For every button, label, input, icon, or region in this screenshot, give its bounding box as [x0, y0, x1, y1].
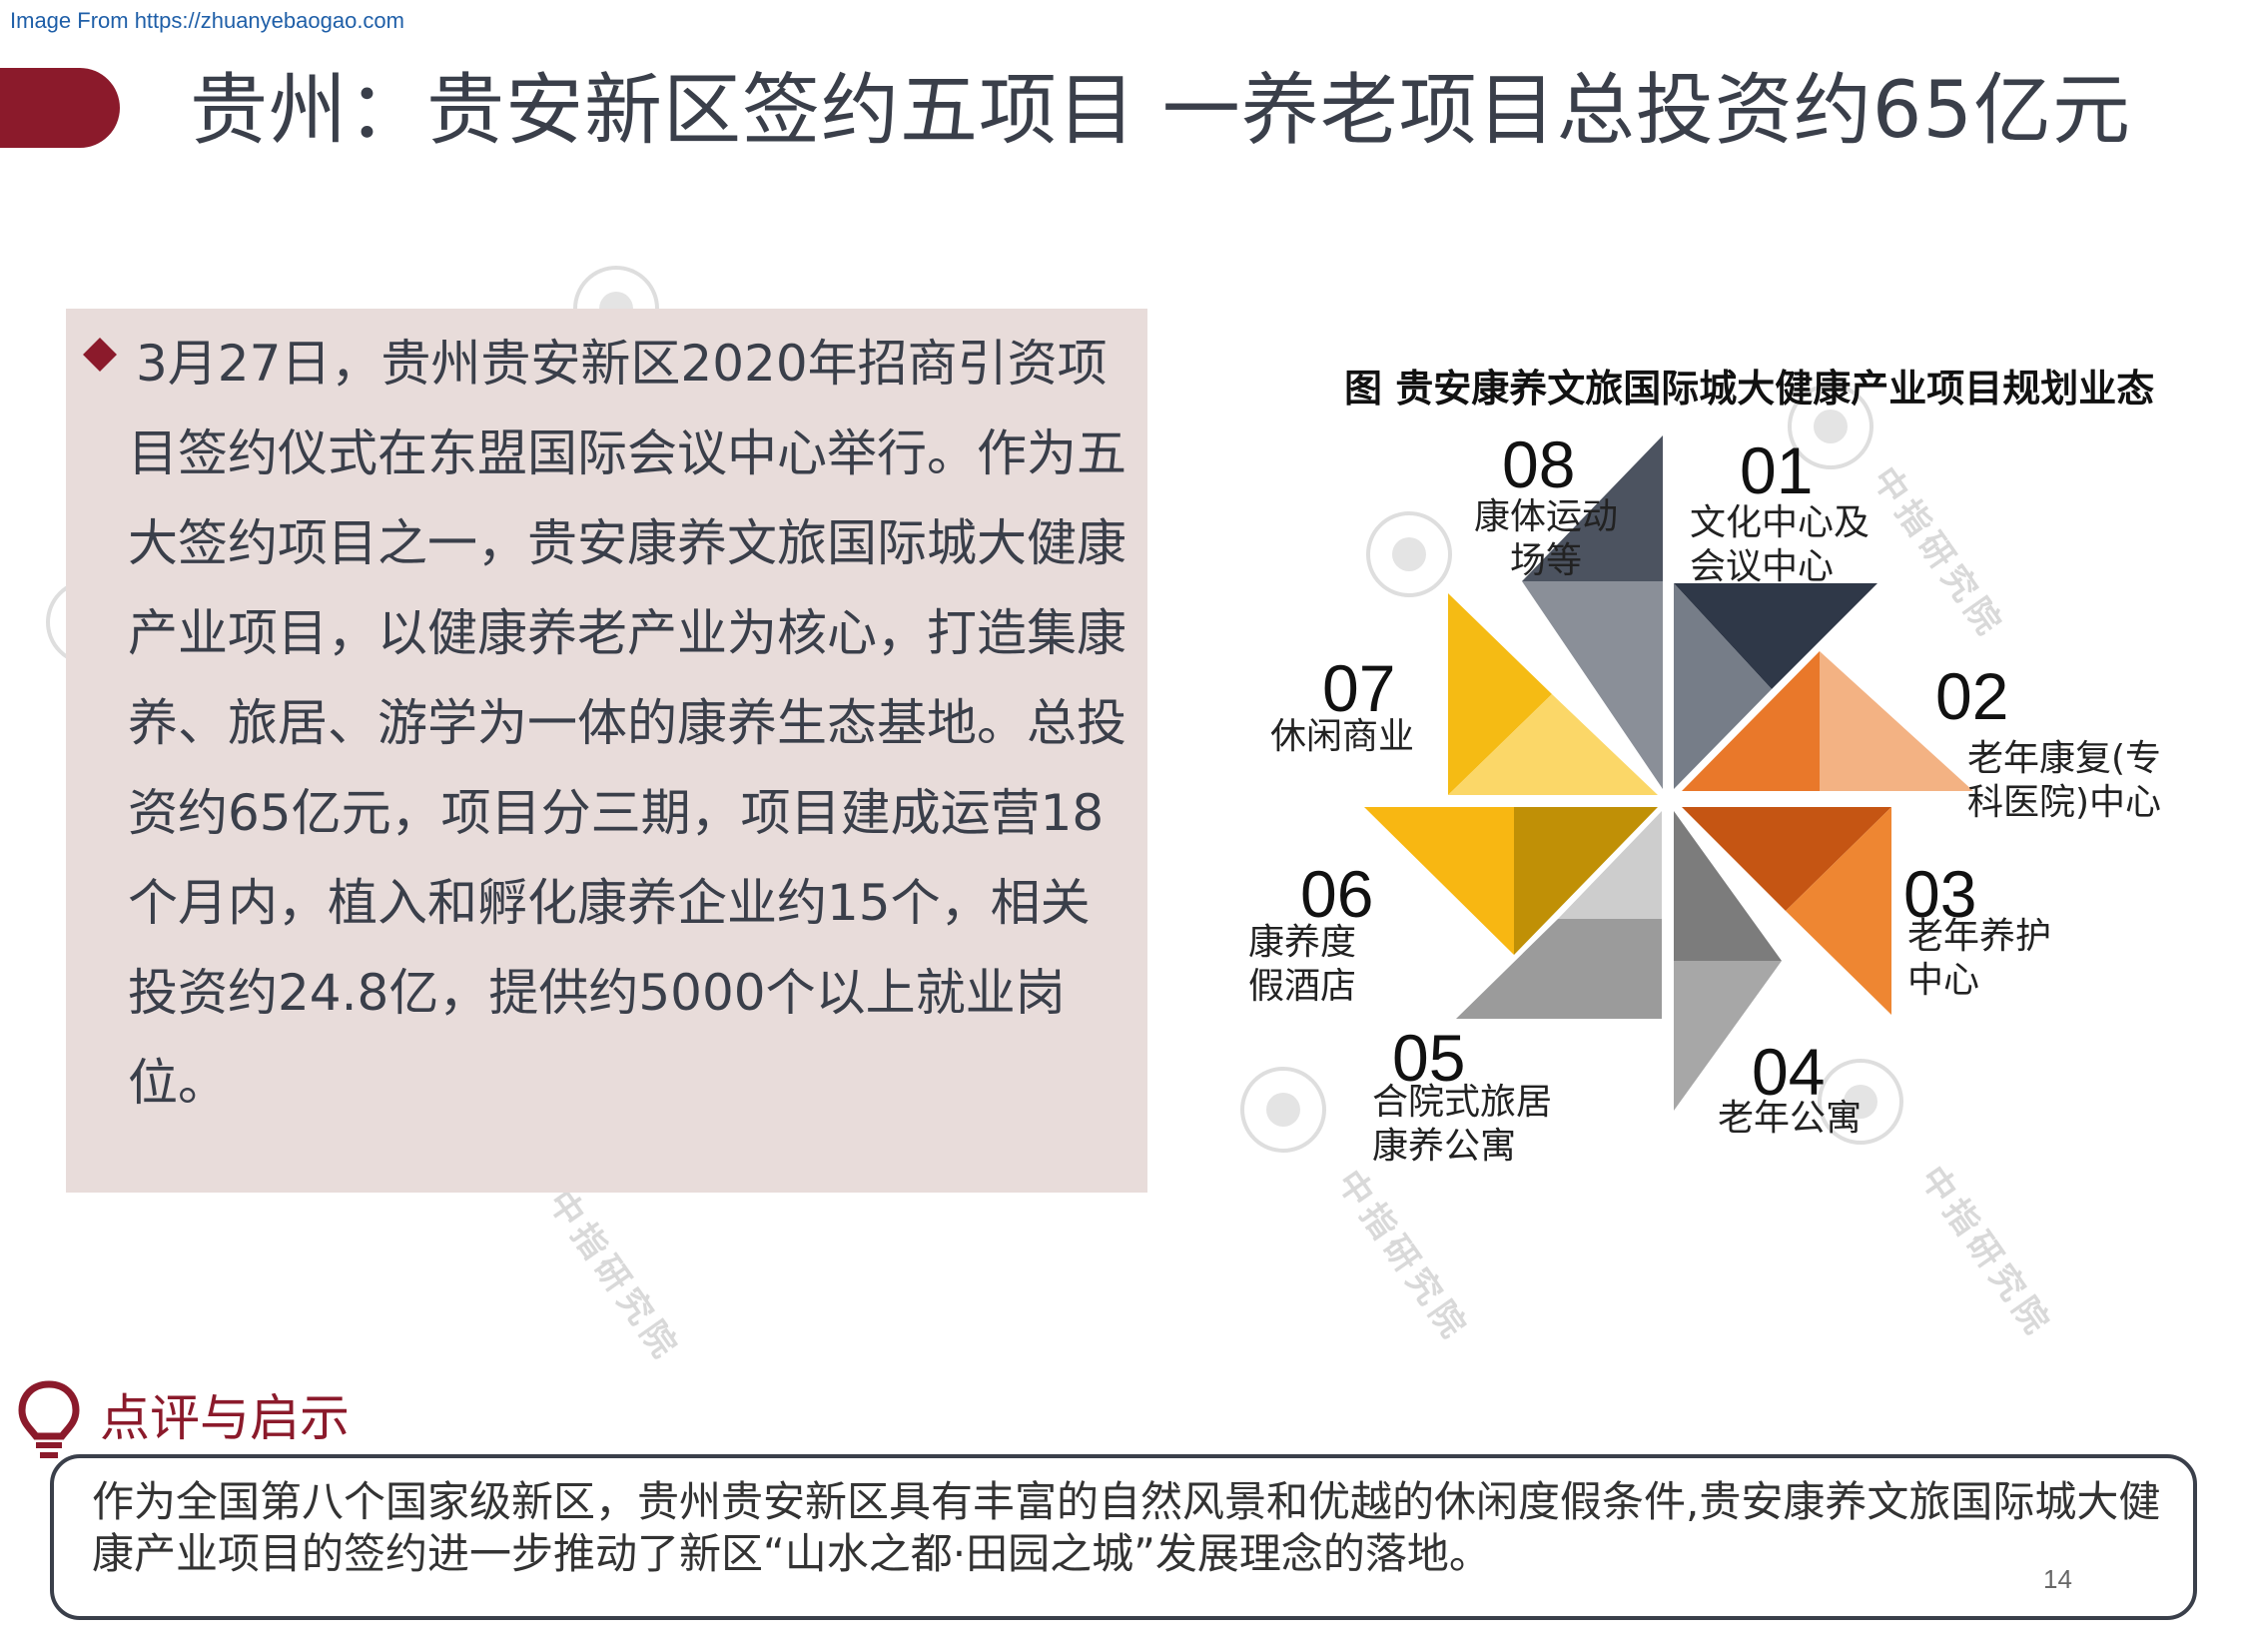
petal-01-label: 文化中心及会议中心	[1690, 502, 1870, 587]
petal-04-shape	[1674, 961, 1782, 1111]
petal-02-shape	[1682, 651, 1820, 791]
petal-03-label: 老年养护中心	[1907, 916, 2052, 1001]
main-text-box: 3月27日，贵州贵安新区2020年招商引资项目签约仪式在东盟国际会议中心举行。作…	[66, 309, 1147, 1193]
watermark-seal	[1788, 384, 1873, 469]
petal-01-shape	[1674, 583, 1772, 789]
petal-06-shape	[1364, 807, 1514, 955]
petal-08-number: 08	[1502, 427, 1576, 501]
petal-05-label: 合院式旅居康养公寓	[1372, 1082, 1553, 1167]
comment-heading: 点评与启示	[100, 1389, 350, 1447]
petal-03-number: 03	[1903, 857, 1977, 931]
petal-08-label: 康体运动场等	[1473, 496, 1618, 581]
petal-01-shape	[1674, 583, 1877, 689]
comment-text: 作为全国第八个国家级新区，贵州贵安新区具有丰富的自然风景和优越的休闲度假条件,贵…	[92, 1477, 2161, 1578]
petal-05-shape	[1558, 811, 1662, 919]
watermark-seal	[1366, 511, 1452, 597]
petal-04-shape	[1674, 811, 1782, 961]
diagram-title: 图 贵安康养文旅国际城大健康产业项目规划业态	[1344, 367, 2155, 411]
watermark-text: 中指研究院	[539, 1183, 688, 1370]
title-accent-tab	[0, 68, 120, 148]
petal-02-shape	[1820, 651, 1973, 791]
pinwheel-diagram	[1364, 435, 1973, 1111]
petal-06-shape	[1514, 807, 1658, 955]
petal-01-number: 01	[1740, 433, 1814, 507]
lightbulb-icon	[18, 1380, 80, 1458]
comment-box: 作为全国第八个国家级新区，贵州贵安新区具有丰富的自然风景和优越的休闲度假条件,贵…	[50, 1454, 2197, 1620]
main-text: 3月27日，贵州贵安新区2020年招商引资项目签约仪式在东盟国际会议中心举行。作…	[128, 335, 1126, 1112]
petal-07-shape	[1448, 694, 1658, 795]
page-number: 14	[2043, 1564, 2072, 1594]
petal-08-shape	[1522, 435, 1663, 581]
petal-07-shape	[1448, 593, 1552, 795]
source-url: Image From https://zhuanyebaogao.com	[10, 8, 404, 33]
petal-07-number: 07	[1322, 651, 1396, 725]
petal-04-number: 04	[1752, 1035, 1826, 1109]
petal-07-label: 休闲商业	[1270, 716, 1415, 757]
petal-06-label: 康养度假酒店	[1247, 922, 1356, 1007]
petal-05-shape	[1456, 919, 1662, 1019]
diamond-bullet-icon	[83, 338, 117, 372]
petal-03-shape	[1682, 807, 1891, 911]
petal-04-label: 老年公寓	[1718, 1098, 1863, 1139]
watermark-seal	[1818, 1059, 1903, 1145]
petal-02-number: 02	[1935, 659, 2009, 733]
page-title: 贵州：贵安新区签约五项目 一养老项目总投资约65亿元	[190, 66, 2132, 156]
petal-02-label: 老年康复(专科医院)中心	[1967, 738, 2162, 823]
watermark-seal	[1240, 1067, 1326, 1153]
petal-06-number: 06	[1300, 857, 1374, 931]
petal-08-shape	[1522, 581, 1663, 789]
petal-03-shape	[1786, 807, 1891, 1015]
petal-05-number: 05	[1392, 1021, 1466, 1095]
